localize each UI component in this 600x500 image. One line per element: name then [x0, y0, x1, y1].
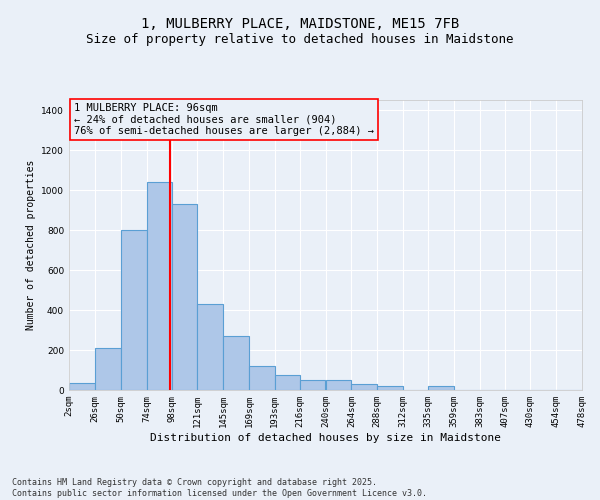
Text: 1 MULBERRY PLACE: 96sqm
← 24% of detached houses are smaller (904)
76% of semi-d: 1 MULBERRY PLACE: 96sqm ← 24% of detache… [74, 103, 374, 136]
Text: Size of property relative to detached houses in Maidstone: Size of property relative to detached ho… [86, 32, 514, 46]
Bar [275, 375, 299, 390]
Bar [428, 386, 454, 390]
Bar [95, 348, 121, 390]
Bar [146, 182, 172, 390]
Bar [223, 336, 249, 390]
Bar [121, 230, 146, 390]
Bar [352, 384, 377, 390]
Text: Contains HM Land Registry data © Crown copyright and database right 2025.
Contai: Contains HM Land Registry data © Crown c… [12, 478, 427, 498]
Bar [249, 366, 275, 390]
Text: 1, MULBERRY PLACE, MAIDSTONE, ME15 7FB: 1, MULBERRY PLACE, MAIDSTONE, ME15 7FB [141, 18, 459, 32]
Bar [172, 204, 197, 390]
Bar [69, 383, 95, 390]
Bar [299, 380, 325, 390]
X-axis label: Distribution of detached houses by size in Maidstone: Distribution of detached houses by size … [150, 432, 501, 442]
Bar [325, 380, 352, 390]
Bar [197, 304, 223, 390]
Y-axis label: Number of detached properties: Number of detached properties [26, 160, 35, 330]
Bar [377, 386, 403, 390]
